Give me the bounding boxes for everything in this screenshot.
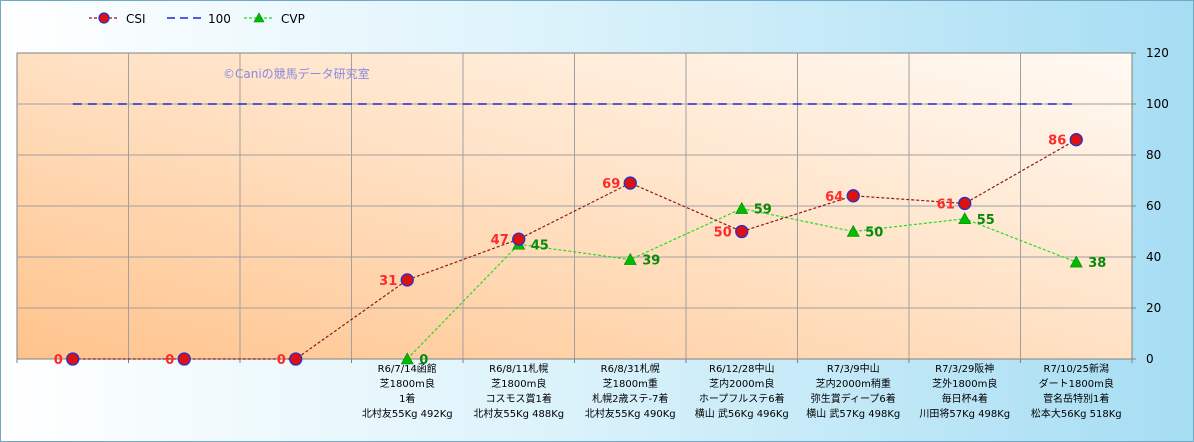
- x-category-label: R7/3/29阪神: [935, 362, 994, 375]
- cvp-point: [400, 352, 414, 365]
- y-tick-label: 80: [1146, 148, 1161, 162]
- cvp-data-label: 50: [865, 226, 883, 241]
- x-category-label: R6/8/11札幌: [489, 362, 548, 375]
- cvp-point: [623, 252, 637, 265]
- y-tick-label: 120: [1146, 46, 1169, 60]
- x-category-label: 毎日杯4着: [942, 392, 988, 405]
- cvp-data-label: 0: [419, 353, 428, 368]
- x-category-label: R7/3/9中山: [827, 362, 880, 375]
- x-category-label: 菅名岳特別1着: [1043, 392, 1109, 405]
- x-category-label: コスモス賞1着: [486, 392, 552, 405]
- cvp-point: [958, 212, 972, 225]
- cvp-point: [846, 224, 860, 237]
- y-axis: 0 20 40 60 80 100 120: [16, 46, 1169, 366]
- cvp-data-label: 59: [754, 203, 772, 218]
- csi-point: [400, 273, 414, 287]
- cvp-data-label: 38: [1088, 256, 1106, 271]
- x-category-label: R6/8/31札幌: [601, 362, 660, 375]
- csi-point: [289, 352, 303, 366]
- x-category-label: 北村友55Kg 488Kg: [473, 407, 564, 420]
- x-category-label: 札幌2歳ステ-7着: [592, 392, 668, 405]
- x-category-label: R6/12/28中山: [709, 362, 775, 375]
- legend: CSI 100 CVP: [89, 12, 305, 26]
- y-tick-label: 20: [1146, 301, 1161, 315]
- legend-100-label: 100: [208, 12, 231, 26]
- x-category-label: 弥生賞ディープ6着: [811, 392, 896, 405]
- csi-point: [958, 196, 972, 211]
- legend-cvp-label: CVP: [281, 12, 305, 26]
- x-category-label: 横山 武56Kg 496Kg: [695, 407, 789, 420]
- csi-point: [846, 189, 860, 203]
- legend-csi-marker: [98, 12, 110, 24]
- csi-data-label: 0: [54, 353, 63, 368]
- csi-data-label: 47: [491, 233, 509, 248]
- csi-point: [1069, 133, 1083, 147]
- x-category-label: ホープフルステ6着: [699, 392, 785, 405]
- csi-point: [66, 352, 80, 366]
- x-category-label: R7/10/25新潟: [1044, 362, 1110, 375]
- x-category-label: 横山 武57Kg 498Kg: [806, 407, 900, 420]
- csi-data-label: 69: [602, 177, 620, 192]
- csi-data-label: 31: [379, 274, 397, 289]
- x-category-label: 芝1800m良: [491, 377, 546, 390]
- x-category-label: 芝外1800m良: [932, 377, 997, 390]
- csi-data-label: 64: [825, 190, 843, 205]
- y-tick-label: 40: [1146, 250, 1161, 264]
- csi-data-label: 61: [937, 197, 955, 212]
- cvp-data-label: 45: [531, 238, 549, 253]
- y-tick-label: 0: [1146, 352, 1154, 366]
- cvp-point: [1069, 255, 1083, 268]
- x-category-label: 芝内2000m良: [709, 377, 774, 390]
- csi-data-label: 0: [165, 353, 174, 368]
- csi-point: [735, 224, 749, 239]
- csi-point: [512, 232, 526, 246]
- y-tick-label: 60: [1146, 199, 1161, 213]
- x-category-label: 松本大56Kg 518Kg: [1031, 407, 1122, 420]
- legend-csi-label: CSI: [126, 12, 146, 26]
- csi-point: [177, 352, 191, 366]
- csi-data-label: 0: [277, 353, 286, 368]
- csi-data-label: 86: [1048, 134, 1066, 149]
- watermark: ©Caniの競馬データ研究室: [223, 66, 370, 81]
- x-category-label: 北村友55Kg 490Kg: [585, 407, 676, 420]
- legend-cvp-marker: [253, 12, 265, 23]
- x-category-label: R6/7/14函館: [378, 362, 437, 375]
- x-category-label: 川田将57Kg 498Kg: [919, 408, 1010, 420]
- y-tick-label: 100: [1146, 97, 1169, 111]
- csi-data-label: 50: [714, 226, 732, 241]
- csi-point: [623, 176, 637, 190]
- x-category-label: 芝1800m重: [603, 377, 658, 390]
- series-layer: 0 45 39 59 50 55 38 0 0 0 31 47 69 50 64 61 86: [54, 103, 1106, 368]
- x-category-label: 1着: [399, 392, 415, 405]
- x-category-label: ダート1800m良: [1039, 377, 1114, 390]
- x-category-label: 芝1800m良: [380, 377, 435, 390]
- cvp-data-label: 39: [642, 254, 660, 269]
- x-category-label: 北村友55Kg 492Kg: [362, 407, 453, 420]
- series-line-csi: [72, 139, 1077, 360]
- cvp-data-label: 55: [977, 213, 995, 228]
- cvp-point: [735, 201, 749, 214]
- x-category-label: 芝内2000m稍重: [816, 377, 891, 390]
